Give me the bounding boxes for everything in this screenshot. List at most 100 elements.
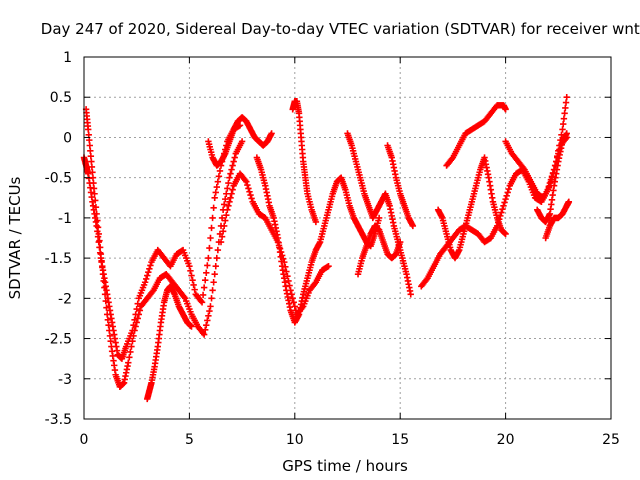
data-point-marker (502, 230, 509, 238)
data-point-marker (103, 304, 110, 311)
series-track-8 (344, 130, 414, 298)
data-point-marker (203, 269, 210, 277)
data-point-marker (99, 264, 106, 271)
data-point-marker (247, 191, 254, 199)
data-point-marker (325, 262, 332, 270)
series-track-14 (502, 94, 570, 201)
data-point-marker (144, 272, 151, 279)
data-point-marker (227, 194, 234, 201)
data-point-marker (562, 99, 570, 106)
data-point-marker (95, 230, 102, 238)
series-track-12 (434, 154, 509, 262)
data-point-marker (130, 332, 137, 340)
data-point-marker (206, 244, 213, 252)
x-tick-label: 5 (185, 432, 194, 448)
data-point-marker (214, 246, 222, 254)
data-point-marker (243, 178, 250, 185)
data-point-marker (229, 162, 236, 169)
data-point-marker (92, 197, 99, 204)
series-track-16 (542, 198, 573, 242)
data-point-marker (219, 228, 227, 235)
data-point-marker (204, 262, 211, 269)
data-point-marker (103, 311, 111, 318)
data-point-marker (106, 327, 113, 334)
y-tick-label: -3 (58, 372, 72, 388)
data-point-marker (206, 307, 213, 315)
data-point-marker (86, 142, 93, 149)
data-point-marker (90, 179, 97, 187)
series-track-3 (144, 283, 195, 403)
data-point-marker (238, 138, 246, 145)
data-point-marker (106, 332, 114, 340)
data-point-marker (89, 174, 97, 181)
data-point-marker (224, 206, 231, 214)
data-point-marker (231, 154, 238, 161)
data-point-marker (228, 166, 235, 173)
data-point-marker (222, 217, 229, 224)
data-point-marker (224, 185, 231, 192)
data-point-marker (85, 126, 92, 133)
data-point-marker (199, 291, 207, 299)
data-point-marker (500, 202, 507, 210)
data-point-marker (98, 257, 105, 264)
data-point-marker (90, 185, 98, 192)
y-tick-label: -2.5 (45, 332, 72, 348)
y-tick-label: -1.5 (45, 251, 72, 267)
data-point-marker (202, 326, 209, 334)
data-point-marker (218, 233, 226, 240)
data-point-marker (248, 195, 255, 202)
data-point-marker (86, 136, 93, 144)
data-point-marker (97, 250, 105, 258)
data-point-marker (191, 286, 198, 293)
y-tick-label: -0.5 (45, 171, 72, 187)
data-point-marker (502, 106, 509, 113)
series-track-4 (205, 114, 275, 169)
x-tick-label: 20 (497, 432, 515, 448)
data-point-marker (225, 179, 232, 187)
data-point-marker (131, 327, 138, 334)
grid-lines (84, 57, 611, 419)
data-point-marker (102, 297, 109, 305)
data-point-marker (203, 321, 210, 329)
data-point-marker (223, 212, 230, 219)
data-point-marker (136, 307, 144, 314)
data-point-marker (105, 321, 112, 329)
data-point-marker (501, 199, 508, 206)
data-point-marker (504, 189, 511, 196)
y-axis-label: SDTVAR / TECUs (6, 176, 24, 299)
data-point-marker (228, 190, 235, 197)
x-tick-label: 15 (391, 432, 409, 448)
data-point-marker (229, 186, 236, 193)
data-point-marker (211, 271, 218, 278)
series-track-7 (289, 98, 320, 226)
data-point-marker (87, 147, 94, 155)
series-track-2 (82, 106, 246, 391)
data-point-marker (88, 158, 95, 165)
data-point-marker (216, 167, 224, 175)
data-point-marker (502, 195, 509, 203)
series-track-9 (354, 222, 404, 278)
data-point-marker (134, 315, 141, 322)
data-point-marker (375, 214, 383, 222)
data-point-marker (560, 120, 567, 128)
data-point-marker (87, 153, 95, 160)
data-point-marker (212, 189, 219, 196)
data-point-marker (225, 202, 232, 210)
data-point-marker (208, 224, 215, 232)
data-point-marker (209, 287, 216, 294)
axes: 0 5 10 15 20 25 -3.5 -3 -2.5 -2 -1.5 -1 -0.5 0 0.5 1 (45, 50, 620, 448)
data-point-marker (210, 204, 217, 212)
data-point-marker (135, 311, 143, 318)
data-point-marker (220, 201, 228, 208)
data-point-marker (285, 277, 292, 285)
data-point-marker (186, 262, 193, 270)
data-point-marker (215, 173, 223, 180)
data-point-marker (187, 267, 194, 275)
y-tick-label: 1 (63, 50, 72, 66)
data-point-marker (205, 312, 212, 319)
data-point-marker (204, 317, 211, 324)
data-point-marker (188, 272, 195, 279)
data-point-marker (126, 354, 133, 361)
data-point-marker (132, 323, 139, 330)
data-point-marker (217, 238, 225, 246)
